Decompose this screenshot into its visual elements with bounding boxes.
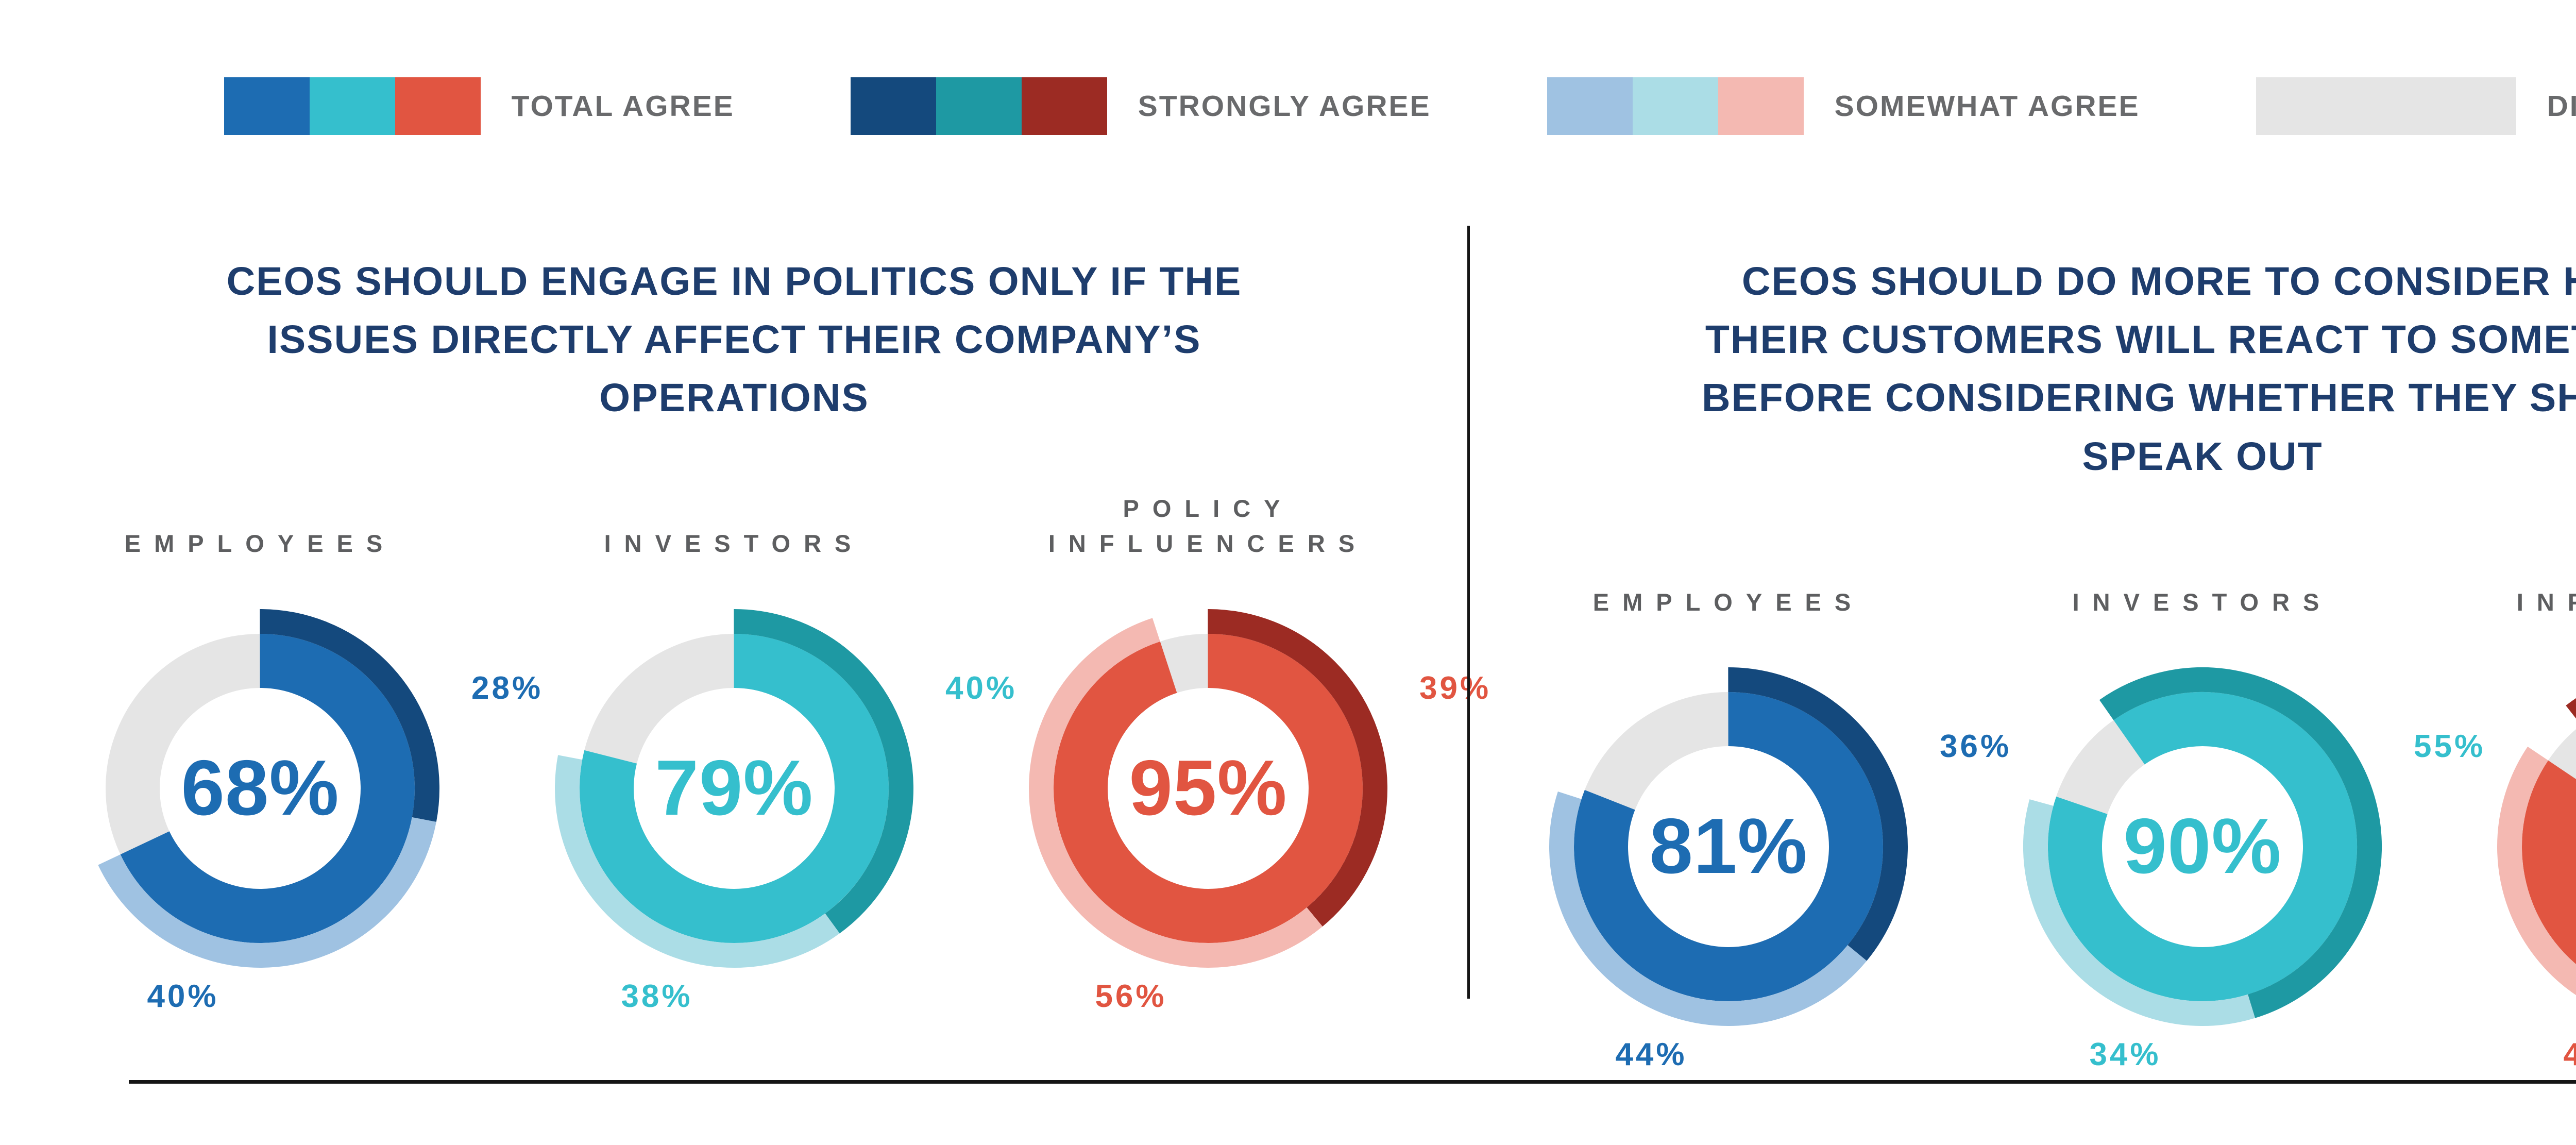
donut-group: POLICY INFLUENCERS 95% 39% 56% xyxy=(1010,482,1488,1014)
strongly-agree-arc xyxy=(2023,667,2382,1026)
legend-swatch-cell xyxy=(1021,77,1107,135)
panel-politics: CEOS SHOULD ENGAGE IN POLITICS ONLY IF T… xyxy=(0,216,1488,1027)
somewhat-agree-arc xyxy=(2023,667,2382,1026)
strongly-agree-swatch xyxy=(850,77,1107,135)
somewhat-agree-value: 49% xyxy=(2563,1036,2576,1072)
somewhat-agree-swatch xyxy=(1547,77,1804,135)
strongly-agree-arc xyxy=(2497,667,2576,1026)
total-agree-arc xyxy=(1574,692,1883,1001)
donut-chart: 95%46%49% xyxy=(2496,666,2576,1072)
strongly-agree-arc xyxy=(81,609,439,968)
legend-item-disagree: DISAGREE xyxy=(2256,77,2576,135)
audience-label: EMPLOYEES xyxy=(124,530,396,558)
somewhat-agree-arc xyxy=(81,609,439,968)
total-agree-value: 79% xyxy=(655,744,814,832)
somewhat-agree-arc xyxy=(2497,667,2576,1026)
strongly-agree-value: 28% xyxy=(471,670,544,706)
legend-swatch-cell xyxy=(936,77,1022,135)
donut-group: EMPLOYEES 81% 36% 44% xyxy=(1530,540,2009,1072)
strongly-agree-value: 55% xyxy=(2414,728,2486,764)
somewhat-agree-value: 56% xyxy=(1095,978,1167,1014)
panel-title-politics: CEOS SHOULD ENGAGE IN POLITICS ONLY IF T… xyxy=(226,259,1242,420)
legend-swatch-cell xyxy=(1718,77,1804,135)
somewhat-agree-arc xyxy=(555,609,913,968)
total-agree-arc xyxy=(2048,692,2357,1001)
donut-chart: 79% 40% 38% xyxy=(554,608,1014,1014)
legend-item-total-agree: TOTAL AGREE xyxy=(224,77,735,135)
legend-label-somewhat-agree: SOMEWHAT AGREE xyxy=(1834,90,2140,123)
legend-label-strongly-agree: STRONGLY AGREE xyxy=(1138,90,1431,123)
donut-group: EMPLOYEES 68% 28% 40% xyxy=(62,482,540,1014)
total-agree-arc xyxy=(1054,633,1363,943)
legend-swatch-cell xyxy=(224,77,310,135)
legend-item-strongly-agree: STRONGLY AGREE xyxy=(850,77,1431,135)
legend-label-total-agree: TOTAL AGREE xyxy=(511,90,735,123)
legend: TOTAL AGREE STRONGLY AGREE SOMEWHAT AGRE… xyxy=(0,77,2576,135)
donut-row: EMPLOYEES 81% 36% 44% INVESTORS 90% 55% 34% POLI… xyxy=(1530,540,2576,1072)
donut-chart: 68% 28% 40% xyxy=(80,608,540,1014)
donut-chart: 90% 55% 34% xyxy=(2022,666,2483,1072)
total-agree-swatch xyxy=(224,77,481,135)
legend-swatch-cell xyxy=(395,77,481,135)
strongly-agree-arc xyxy=(1029,609,1387,968)
total-agree-value: 90% xyxy=(2123,802,2282,890)
strongly-agree-arc xyxy=(1549,667,1908,1026)
bottom-rule-line xyxy=(129,1080,2576,1084)
legend-swatch-cell xyxy=(1632,77,1718,135)
strongly-agree-value: 40% xyxy=(945,670,1018,706)
chart-panels: CEOS SHOULD ENGAGE IN POLITICS ONLY IF T… xyxy=(0,216,2576,1072)
strongly-agree-arc xyxy=(555,609,913,968)
panel-divider-line xyxy=(1467,226,1470,999)
somewhat-agree-value: 38% xyxy=(621,978,693,1014)
donut-chart: 81% 36% 44% xyxy=(1548,666,2009,1072)
donut-rings xyxy=(1549,667,1908,1026)
somewhat-agree-arc xyxy=(1029,609,1387,968)
audience-label: INVESTORS xyxy=(2072,588,2333,616)
legend-swatch-cell xyxy=(2256,77,2516,135)
donut-rings xyxy=(555,609,913,968)
audience-label: POLICY INFLUENCERS xyxy=(2516,588,2576,616)
panel-title-customers: CEOS SHOULD DO MORE TO CONSIDER HOW THEI… xyxy=(1701,259,2576,479)
donut-group: INVESTORS 90% 55% 34% xyxy=(2004,540,2483,1072)
disagree-swatch xyxy=(2256,77,2516,135)
total-agree-value: 95% xyxy=(2496,666,2576,1027)
somewhat-agree-value: 34% xyxy=(2089,1036,2161,1072)
strongly-agree-value: 36% xyxy=(1940,728,2012,764)
donut-row: EMPLOYEES 68% 28% 40% INVESTORS 79% 40% 38% POLI… xyxy=(62,482,1488,1014)
legend-swatch-cell xyxy=(1547,77,1633,135)
donut-group: INVESTORS 79% 40% 38% xyxy=(536,482,1014,1014)
total-agree-value: 81% xyxy=(1649,802,1808,890)
total-agree-arc xyxy=(580,633,889,943)
somewhat-agree-value: 40% xyxy=(147,978,219,1014)
legend-item-somewhat-agree: SOMEWHAT AGREE xyxy=(1547,77,2140,135)
total-agree-value: 95% xyxy=(1129,744,1287,832)
legend-swatch-cell xyxy=(850,77,936,135)
donut-rings xyxy=(81,609,439,968)
donut-group: POLICY INFLUENCERS 95%46%49% xyxy=(2478,540,2576,1072)
donut-rings xyxy=(1029,609,1387,968)
legend-swatch-cell xyxy=(309,77,395,135)
somewhat-agree-arc xyxy=(1549,667,1908,1026)
somewhat-agree-value: 44% xyxy=(1615,1036,1687,1072)
audience-label: POLICY INFLUENCERS xyxy=(1048,495,1368,558)
donut-rings xyxy=(2023,667,2382,1026)
total-agree-arc xyxy=(106,633,415,943)
strongly-agree-value: 39% xyxy=(1419,670,1492,706)
audience-label: INVESTORS xyxy=(604,530,865,558)
panel-customers: CEOS SHOULD DO MORE TO CONSIDER HOW THEI… xyxy=(1468,216,2576,1072)
total-agree-value: 68% xyxy=(181,744,340,832)
legend-label-disagree: DISAGREE xyxy=(2547,90,2576,123)
donut-chart: 95% 39% 56% xyxy=(1028,608,1488,1014)
audience-label: EMPLOYEES xyxy=(1592,588,1865,616)
